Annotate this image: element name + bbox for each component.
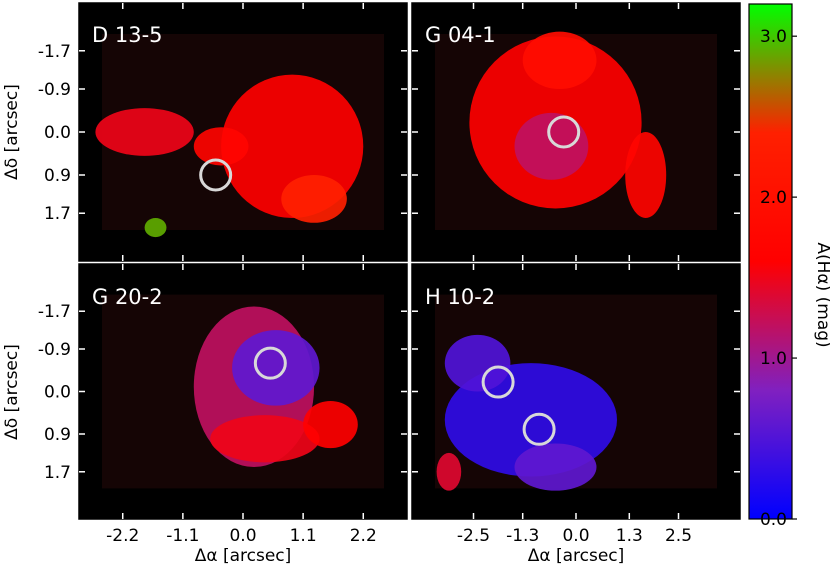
x-tick-label: 2.5 (665, 526, 692, 546)
colorbar-label: A(Hα) (mag) (813, 242, 830, 347)
x-axis-label-left: Δα [arcsec] (195, 546, 292, 566)
emission-region (144, 218, 167, 238)
x-tick-label: 1.3 (616, 526, 643, 546)
aperture-circles-h10-2 (481, 365, 556, 446)
axis-ticks: -1.7 -0.9 0.0 0.9 1.7 -1.7 -0.9 0.0 0.9 1.7 -2.2 -1… (38, 3, 740, 546)
panel-label-h10-2: H 10-2 (425, 285, 495, 309)
aperture-circle (253, 346, 287, 380)
emission-region (232, 330, 320, 406)
emission-region (193, 127, 249, 166)
y-axis-label-top: Δδ [arcsec] (2, 84, 22, 180)
aperture-circle (199, 158, 233, 192)
emission-region (514, 112, 589, 180)
x-tick-label: -2.2 (106, 526, 139, 546)
x-tick-label: 0.0 (229, 526, 256, 546)
panel-top-left: D 13-5 (78, 2, 408, 262)
aperture-circles-d13-5 (199, 158, 233, 192)
x-tick-label: 0.0 (562, 526, 589, 546)
aperture-circle (481, 365, 515, 399)
panel-label-d13-5: D 13-5 (92, 23, 163, 47)
emission-region (625, 132, 667, 218)
emission-region (303, 400, 358, 449)
emission-region (95, 108, 194, 156)
panel-top-right: G 04-1 (411, 2, 741, 262)
y-tick-label: 0.9 (44, 425, 71, 445)
y-tick-label: -1.7 (38, 302, 71, 322)
emission-region (210, 415, 320, 463)
panel-bottom-right: H 10-2 (411, 263, 741, 520)
emission-map-h10-2 (434, 294, 718, 491)
aperture-circles-g20-2 (253, 346, 287, 380)
colorbar: 0.0 1.0 2.0 3.0 A(Hα) (mag) (748, 3, 830, 530)
aperture-circle (522, 412, 556, 446)
colorbar-tick-label: 2.0 (760, 188, 787, 208)
emission-region (281, 175, 347, 223)
colorbar-ticks: 0.0 1.0 2.0 3.0 (760, 27, 797, 530)
y-tick-label: 0.0 (44, 123, 71, 143)
aperture-circles-g04-1 (547, 115, 581, 149)
y-tick-label: 0.0 (44, 383, 71, 403)
x-tick-label: -1.1 (166, 526, 199, 546)
panel-bottom-left: G 20-2 (78, 263, 408, 520)
colorbar-tick-label: 1.0 (760, 349, 787, 369)
aperture-circle (547, 115, 581, 149)
panel-label-g20-2: G 20-2 (92, 285, 163, 309)
x-tick-label: -2.5 (457, 526, 490, 546)
emission-region (514, 443, 597, 491)
emission-map-d13-5 (95, 33, 385, 238)
colorbar-tick-label: 0.0 (760, 510, 787, 530)
x-tick-label: 1.1 (290, 526, 317, 546)
emission-region (444, 334, 511, 392)
x-tick-label: 2.2 (350, 526, 377, 546)
y-axis-label-bottom: Δδ [arcsec] (2, 344, 22, 440)
emission-region (522, 31, 597, 90)
x-axis-label-right: Δα [arcsec] (528, 546, 625, 566)
y-tick-label: 1.7 (44, 204, 71, 224)
emission-map-g04-1 (434, 31, 718, 231)
emission-region (436, 452, 462, 491)
y-tick-label: -0.9 (38, 340, 71, 360)
y-tick-label: 1.7 (44, 463, 71, 483)
panel-label-g04-1: G 04-1 (425, 23, 496, 47)
emission-map-g20-2 (101, 294, 385, 489)
colorbar-gradient (748, 3, 793, 520)
y-tick-label: -0.9 (38, 80, 71, 100)
colorbar-tick-label: 3.0 (760, 27, 787, 47)
y-tick-label: 0.9 (44, 166, 71, 186)
x-tick-label: -1.3 (506, 526, 539, 546)
y-tick-label: -1.7 (38, 42, 71, 62)
